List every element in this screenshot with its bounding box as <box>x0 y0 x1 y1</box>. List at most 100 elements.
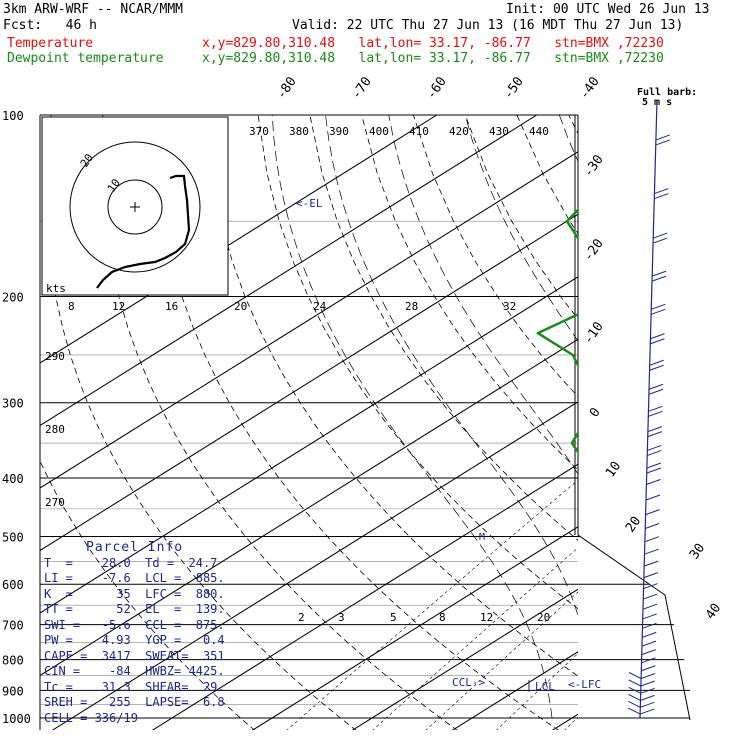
parcel-info-row: Tc = 31.3 SHEAR= 29. <box>44 679 225 694</box>
mixing-ratio-tick-label: 12 <box>112 300 125 313</box>
mixing-ratio-tick-label: 24 <box>313 300 327 313</box>
mixing-ratio-tick-label: 5 <box>390 611 397 624</box>
theta-e-tick-label: 390 <box>329 125 349 138</box>
wind-barb <box>640 701 655 708</box>
isotherm-tick-label: 10 <box>603 459 624 480</box>
dry-adiabat <box>464 115 578 320</box>
wind-barb <box>655 134 671 141</box>
isotherm-tick-label: -50 <box>501 74 527 102</box>
wind-barb <box>628 672 642 679</box>
pressure-tick-label: 900 <box>2 684 24 698</box>
wind-barb <box>643 572 659 579</box>
pressure-tick-label: 600 <box>2 578 24 592</box>
wind-barb <box>645 494 661 501</box>
mixing-ratio-line <box>286 479 578 730</box>
wind-barb <box>641 665 656 672</box>
wind-staff-axis <box>639 99 658 719</box>
hodograph-ring-label: 10 <box>105 176 123 194</box>
mixing-ratio-line <box>671 478 740 731</box>
pressure-tick-label: 100 <box>2 109 24 123</box>
isotherm-tick-label: 30 <box>687 541 708 562</box>
isotherm-line <box>251 526 578 730</box>
wind-barb <box>642 613 657 620</box>
wind-barb <box>649 364 664 371</box>
theta-tick-label: 270 <box>45 496 65 509</box>
wind-barb <box>654 193 669 200</box>
dry-adiabat <box>516 115 578 235</box>
forecast-hour: Fcst: 46 h <box>3 18 97 33</box>
wind-barb <box>651 275 667 282</box>
wind-barb <box>651 303 666 310</box>
mixing-ratio-line <box>496 652 578 730</box>
mixing-ratio-tick-label: 20 <box>234 300 247 313</box>
wind-barb <box>642 622 657 629</box>
theta-e-tick-label: 440 <box>529 125 549 138</box>
parcel-info-row: CAPE = 3417 SWEAT= 351 <box>44 648 225 663</box>
hodograph-units: kts <box>46 282 66 295</box>
isotherm-line <box>40 338 578 677</box>
dry-adiabat <box>672 115 740 731</box>
isobar-grid <box>39 114 691 730</box>
mixing-ratio-tick-label: 8 <box>68 300 75 313</box>
wind-barb <box>651 270 667 277</box>
dry-adiabat <box>45 115 357 730</box>
wind-barb <box>648 388 664 395</box>
level-marker: LCL <box>535 680 555 693</box>
wind-barb <box>641 640 657 647</box>
parcel-info-row: CELL = 336/19 <box>44 710 138 725</box>
isotherm-tick-label: 40 <box>703 601 724 622</box>
theta-e-tick-label: 410 <box>409 125 429 138</box>
init-time: Init: 00 UTC Wed 26 Jun 13 <box>506 2 710 17</box>
profiles <box>536 115 740 718</box>
pressure-tick-label: 200 <box>2 291 24 305</box>
isotherm-tick-label: -40 <box>577 74 603 102</box>
wind-barb <box>647 444 662 451</box>
temperature-location: x,y=829.80,310.48 lat,lon= 33.17, -86.77… <box>202 36 664 51</box>
pressure-tick-label: 400 <box>2 472 24 486</box>
dry-adiabat <box>413 115 578 398</box>
parcel-info-rows: T = 28.0 Td = 24.7 LI = -7.6 LCL = 885. K … <box>44 556 234 727</box>
mixing-ratio-tick-label: 16 <box>165 300 178 313</box>
level-marker: M <box>479 532 485 543</box>
wind-barb <box>653 232 668 239</box>
parcel-info-row: T = 28.0 Td = 24.7 <box>44 555 218 570</box>
isotherm-tick-label: -60 <box>424 74 450 102</box>
wind-barb <box>642 603 658 610</box>
wind-barb <box>645 509 660 516</box>
wind-barb <box>628 693 641 701</box>
wind-barb <box>653 237 668 244</box>
isotherm-line <box>151 463 578 730</box>
pressure-tick-label: 800 <box>2 654 24 668</box>
pressure-tick-label: 300 <box>2 397 24 411</box>
temperature-profile <box>596 115 740 718</box>
isotherm-tick-label: -30 <box>581 152 607 180</box>
dewpoint-location: x,y=829.80,310.48 lat,lon= 33.17, -86.77… <box>202 51 664 66</box>
theta-e-tick-label: 380 <box>289 125 309 138</box>
dry-adiabat <box>100 115 458 730</box>
wind-barb <box>646 467 662 474</box>
wind-barb <box>640 680 656 687</box>
moist-adiabat <box>325 115 578 617</box>
moist-adiabat <box>558 115 578 163</box>
wind-barb <box>648 410 663 417</box>
wind-barb <box>643 593 658 600</box>
parcel-info-row: SREH = 255 LAPSE= 6.8 <box>44 695 225 709</box>
isotherm-line <box>351 588 578 730</box>
parcel-info-title: Parcel Info <box>86 540 184 555</box>
wind-barb <box>640 687 655 694</box>
parcel-info-row: K = 35 LFC = 880. <box>44 586 225 601</box>
hodograph-trace <box>96 174 191 289</box>
pressure-tick-label: 1000 <box>2 712 31 726</box>
wind-barb <box>627 707 641 715</box>
dry-adiabat <box>620 115 740 731</box>
hodograph-ring-20 <box>69 141 201 273</box>
mixing-ratio-tick-label: 3 <box>338 611 345 624</box>
pressure-tick-label: 700 <box>2 619 24 633</box>
theta-e-tick-label: 370 <box>249 125 269 138</box>
isotherm-tick-label: -10 <box>581 319 607 347</box>
wind-barb <box>640 673 656 679</box>
mixing-ratio-line <box>425 591 578 730</box>
moist-adiabat <box>677 115 740 718</box>
wind-barb <box>645 523 660 529</box>
